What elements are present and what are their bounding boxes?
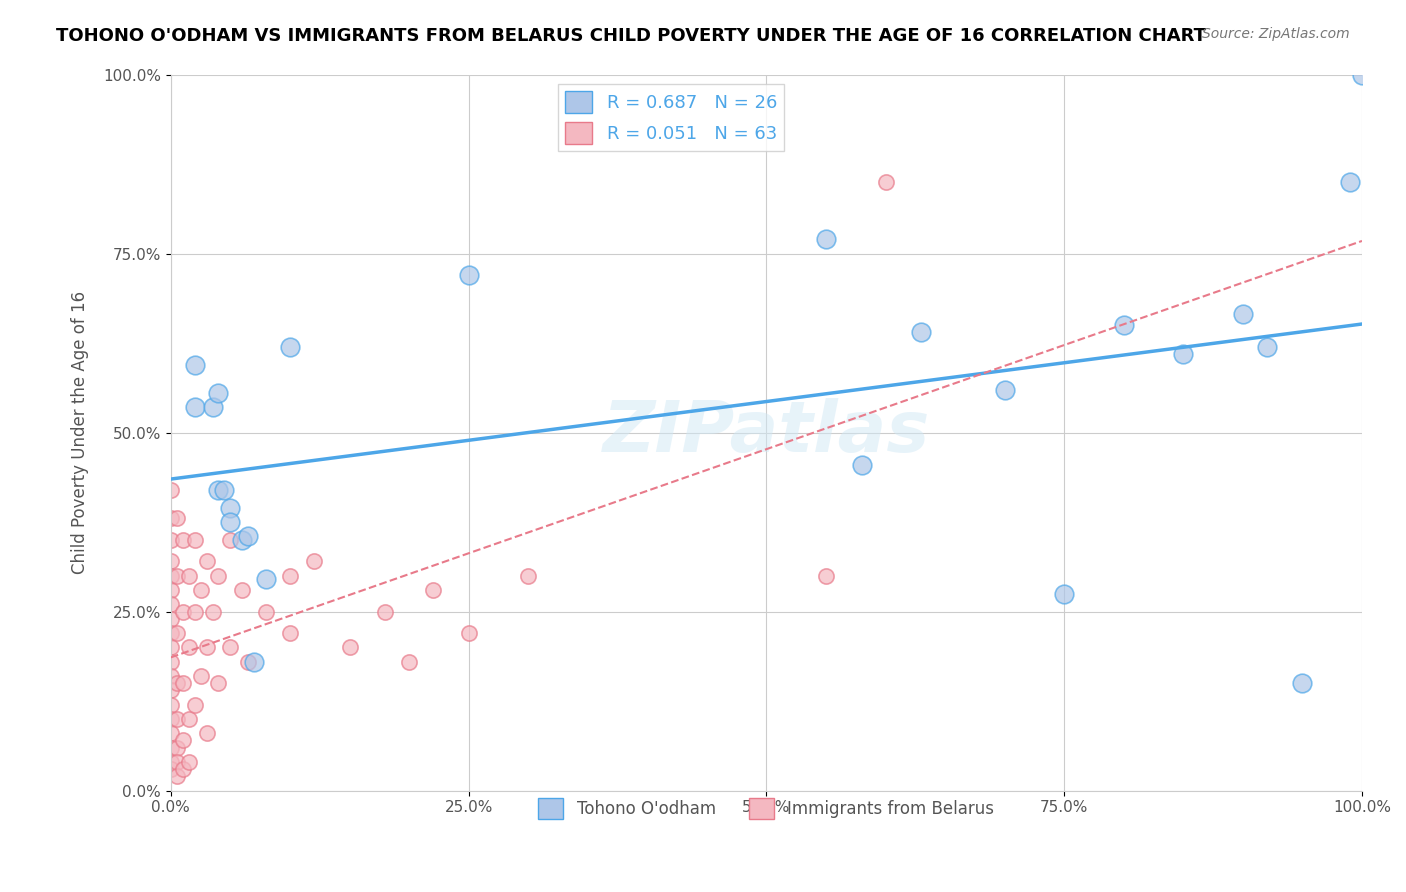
Point xyxy=(1351,68,1374,82)
Point xyxy=(1053,587,1076,601)
Point xyxy=(278,340,301,354)
Point xyxy=(160,640,183,655)
Point xyxy=(160,612,183,626)
Point xyxy=(190,669,212,683)
Point xyxy=(398,655,420,669)
Point xyxy=(457,626,479,640)
Text: Source: ZipAtlas.com: Source: ZipAtlas.com xyxy=(1202,27,1350,41)
Point xyxy=(219,500,242,515)
Point xyxy=(160,755,183,769)
Point xyxy=(160,655,183,669)
Point xyxy=(994,383,1017,397)
Point xyxy=(160,712,183,726)
Point xyxy=(207,568,229,582)
Point xyxy=(177,640,200,655)
Point xyxy=(1256,340,1278,354)
Point xyxy=(160,533,183,547)
Point xyxy=(1232,307,1254,321)
Point xyxy=(166,740,188,755)
Point xyxy=(160,583,183,598)
Point xyxy=(814,232,837,246)
Point xyxy=(219,515,242,529)
Point xyxy=(201,401,224,415)
Point xyxy=(166,676,188,690)
Point xyxy=(190,583,212,598)
Point xyxy=(1112,318,1135,333)
Point xyxy=(160,568,183,582)
Point xyxy=(1291,676,1313,690)
Point xyxy=(457,268,479,282)
Point xyxy=(177,755,200,769)
Point xyxy=(422,583,444,598)
Point xyxy=(166,568,188,582)
Point xyxy=(160,762,183,776)
Point xyxy=(214,483,236,497)
Point xyxy=(339,640,361,655)
Point xyxy=(177,712,200,726)
Y-axis label: Child Poverty Under the Age of 16: Child Poverty Under the Age of 16 xyxy=(72,291,89,574)
Point xyxy=(195,554,218,568)
Point xyxy=(160,698,183,712)
Point xyxy=(160,669,183,683)
Point xyxy=(302,554,325,568)
Text: ZIPatlas: ZIPatlas xyxy=(603,398,931,467)
Point xyxy=(238,529,260,543)
Point xyxy=(278,568,301,582)
Point xyxy=(254,573,277,587)
Point xyxy=(1339,175,1361,189)
Point xyxy=(243,655,266,669)
Point xyxy=(160,683,183,698)
Point xyxy=(160,483,183,497)
Point xyxy=(183,605,205,619)
Point xyxy=(183,533,205,547)
Point xyxy=(166,769,188,783)
Point xyxy=(172,605,194,619)
Point xyxy=(183,401,205,415)
Text: TOHONO O'ODHAM VS IMMIGRANTS FROM BELARUS CHILD POVERTY UNDER THE AGE OF 16 CORR: TOHONO O'ODHAM VS IMMIGRANTS FROM BELARU… xyxy=(56,27,1206,45)
Point xyxy=(177,568,200,582)
Point xyxy=(207,483,229,497)
Point xyxy=(160,740,183,755)
Point xyxy=(219,640,242,655)
Point xyxy=(166,626,188,640)
Point xyxy=(219,533,242,547)
Point xyxy=(851,458,873,472)
Point xyxy=(517,568,540,582)
Point xyxy=(201,605,224,619)
Point xyxy=(374,605,396,619)
Point xyxy=(172,762,194,776)
Point xyxy=(231,533,253,547)
Point xyxy=(910,326,932,340)
Point xyxy=(207,386,229,401)
Point xyxy=(183,358,205,372)
Point xyxy=(160,726,183,740)
Point xyxy=(160,511,183,525)
Point xyxy=(195,726,218,740)
Point xyxy=(238,655,260,669)
Point xyxy=(814,568,837,582)
Point xyxy=(160,626,183,640)
Point xyxy=(172,733,194,747)
Point xyxy=(183,698,205,712)
Point xyxy=(172,533,194,547)
Point xyxy=(166,755,188,769)
Point xyxy=(1173,347,1195,361)
Point xyxy=(231,583,253,598)
Point xyxy=(160,554,183,568)
Point xyxy=(166,511,188,525)
Point xyxy=(254,605,277,619)
Point xyxy=(160,598,183,612)
Point xyxy=(195,640,218,655)
Point xyxy=(207,676,229,690)
Point xyxy=(875,175,897,189)
Point xyxy=(278,626,301,640)
Legend: Tohono O'odham, Immigrants from Belarus: Tohono O'odham, Immigrants from Belarus xyxy=(531,791,1001,825)
Point xyxy=(172,676,194,690)
Point xyxy=(166,712,188,726)
